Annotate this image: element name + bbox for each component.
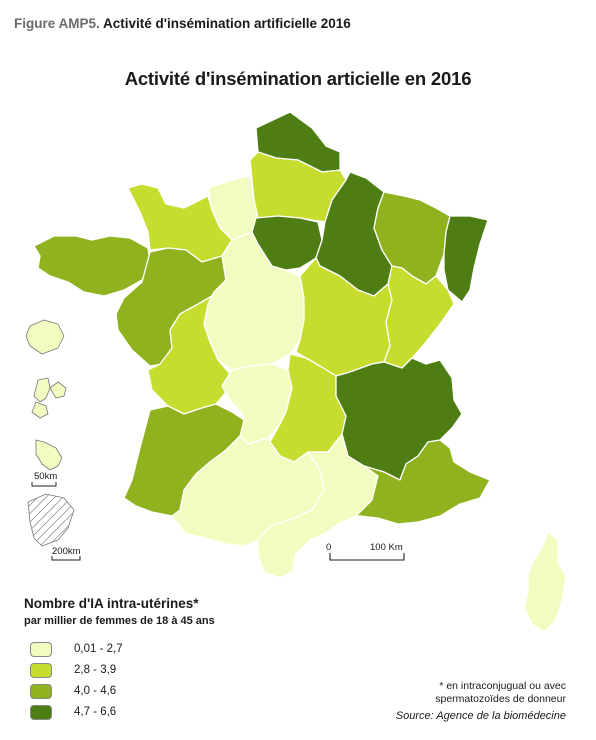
legend-label-2: 2,8 - 3,9	[74, 664, 117, 676]
legend-label-1: 0,01 - 2,7	[74, 643, 123, 655]
region-alsace[interactable]	[443, 215, 489, 303]
footnote-line-2: spermatozoïdes de donneur	[435, 692, 566, 705]
legend-label-3: 4,0 - 4,6	[74, 685, 117, 697]
region-limousin[interactable]	[221, 363, 293, 445]
figure-caption: Figure AMP5. Activité d'insémination art…	[14, 16, 351, 31]
footnote-line-1: * en intraconjugual ou avec	[439, 680, 566, 692]
legend-swatch-4	[30, 704, 52, 720]
scale-zero-label: 0	[326, 542, 331, 553]
region-bretagne[interactable]	[33, 235, 151, 297]
region-franche-comte[interactable]	[383, 265, 455, 369]
footnote: * en intraconjugual ou avec spermatozoïd…	[435, 680, 566, 705]
main-scale-bar	[329, 553, 405, 561]
legend-item-4: 4,7 - 6,6	[30, 704, 116, 720]
legend-item-2: 2,8 - 3,9	[30, 662, 116, 678]
region-guadeloupe[interactable]	[33, 377, 67, 403]
legend-title: Nombre d'IA intra-utérines*	[24, 596, 199, 611]
map-title: Activité d'insémination articielle en 20…	[124, 68, 472, 89]
legend-label-4: 4,7 - 6,6	[74, 706, 117, 718]
legend-swatch-1	[30, 641, 52, 657]
figure-number: Figure AMP5.	[14, 16, 100, 31]
source-note: Source: Agence de la biomédecine	[395, 710, 566, 722]
region-paca[interactable]	[355, 439, 491, 525]
inset-scale-label-small: 50km	[34, 471, 57, 482]
legend-swatch-3	[30, 683, 52, 699]
region-guadeloupe-islet[interactable]	[31, 401, 49, 419]
inset-scale-bar-small	[31, 482, 57, 487]
inset-scale-bar-large	[51, 556, 81, 561]
region-guyane[interactable]	[27, 493, 75, 547]
legend-subtitle: par millier de femmes de 18 à 45 ans	[24, 615, 215, 627]
inset-scale-label-large: 200km	[52, 546, 81, 557]
region-corse[interactable]	[523, 531, 567, 633]
region-martinique[interactable]	[35, 439, 63, 471]
legend-swatch-2	[30, 662, 52, 678]
legend-item-3: 4,0 - 4,6	[30, 683, 116, 699]
legend-item-1: 0,01 - 2,7	[30, 641, 123, 657]
figure-caption-text: Activité d'insémination artificielle 201…	[103, 16, 351, 31]
region-languedoc-roussillon[interactable]	[257, 433, 379, 579]
scale-distance-label: 100 Km	[370, 542, 403, 553]
region-reunion[interactable]	[25, 319, 65, 355]
